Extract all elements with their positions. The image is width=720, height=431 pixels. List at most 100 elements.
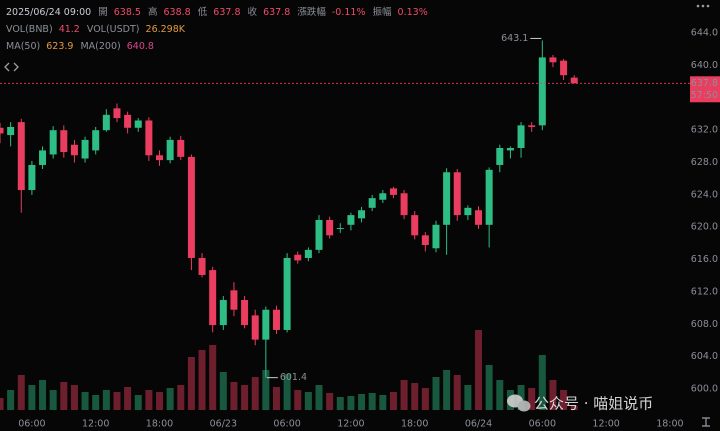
close-label: 收	[248, 6, 258, 18]
y-tick-label: 608.0	[691, 319, 718, 330]
volume-bar	[347, 396, 355, 410]
volume-bar	[389, 392, 397, 410]
candle-body	[379, 193, 387, 200]
candle-body	[506, 147, 514, 151]
candle-body	[368, 198, 376, 208]
candle-body	[145, 120, 153, 156]
more-icon[interactable]	[696, 4, 710, 8]
volume-bar	[262, 370, 270, 410]
candle-body	[7, 126, 15, 136]
volume-bar	[145, 390, 153, 410]
candle-body	[156, 155, 164, 161]
y-tick-label: 640.0	[691, 60, 718, 71]
high-label: 高	[148, 6, 158, 18]
volume-bar	[475, 330, 483, 410]
change-label: 漲跌幅	[297, 6, 326, 18]
volume-bar	[368, 393, 376, 410]
volume-bar	[0, 398, 4, 410]
ma50-label: MA(50)	[6, 41, 40, 52]
x-tick-label: 18:00	[401, 419, 428, 430]
volume-bar	[358, 394, 366, 410]
candle-body	[432, 224, 440, 249]
ma200-label: MA(200)	[80, 41, 120, 52]
low-value: 637.8	[213, 7, 240, 18]
volume-bar	[39, 380, 47, 410]
candle-body	[347, 215, 355, 225]
candle-body	[39, 150, 47, 165]
volume-bar	[70, 385, 78, 410]
candle-body	[294, 254, 302, 261]
y-tick-label: 600.0	[691, 383, 718, 394]
open-label: 開	[98, 7, 108, 18]
candle-body	[315, 219, 323, 250]
volume-bar	[156, 392, 164, 410]
candle-body	[485, 169, 493, 225]
volume-bar	[251, 377, 259, 410]
amplitude-label: 振幅	[373, 6, 393, 18]
volume-bar	[166, 388, 174, 410]
volume-bar	[538, 355, 546, 410]
volume-bar	[304, 392, 312, 410]
candle-body	[177, 139, 185, 157]
x-tick-label: 12:00	[592, 419, 619, 430]
x-tick-label: 06:00	[18, 419, 45, 430]
candle-body	[241, 300, 249, 326]
y-tick-label: 632.0	[691, 125, 718, 136]
volume-bar	[432, 377, 440, 410]
candle-body	[70, 144, 78, 156]
y-tick-label: 624.0	[691, 189, 718, 200]
ma200-value: 640.8	[127, 41, 154, 52]
volume-bar	[400, 380, 408, 410]
volume-bar	[549, 380, 557, 410]
volume-bar	[421, 388, 429, 410]
candle-body	[443, 172, 451, 225]
candle-body	[198, 257, 206, 275]
volume-bar	[315, 385, 323, 410]
volume-bar	[219, 372, 227, 410]
x-tick-label: 12:00	[82, 419, 109, 430]
header-ma: MA(50) 623.9 MA(200) 640.8	[6, 41, 154, 52]
axis-toggle-icon[interactable]	[702, 417, 710, 427]
candle-body	[304, 249, 312, 258]
candle-body	[113, 108, 121, 119]
candle-body	[60, 130, 68, 153]
collapse-icon[interactable]	[4, 62, 19, 72]
amplitude-value: 0.13%	[398, 7, 428, 18]
volume-bar	[496, 380, 504, 410]
volume-bar	[453, 375, 461, 410]
volume-bar	[272, 387, 280, 410]
high-value: 638.8	[164, 7, 191, 18]
volume-bar	[326, 393, 334, 410]
volume-bar	[60, 382, 68, 410]
x-tick-label: 06/23	[210, 419, 237, 430]
candle-body	[187, 156, 195, 258]
candle-body	[219, 300, 227, 326]
x-tick-label: 18:00	[656, 419, 683, 430]
candle-body	[0, 127, 4, 134]
volume-bar	[560, 390, 568, 410]
candle-body	[496, 147, 504, 165]
vol-bnb-value: 41.2	[59, 24, 80, 35]
y-tick-label: 612.0	[691, 286, 718, 297]
candle-body	[389, 188, 397, 195]
candle-body	[166, 139, 174, 161]
volume-bar	[379, 395, 387, 410]
candle-body	[528, 125, 536, 127]
candle-body	[570, 77, 578, 84]
x-tick-label: 12:00	[337, 419, 364, 430]
volume-bar	[113, 392, 121, 410]
volume-bar	[230, 382, 238, 410]
candle-body	[336, 228, 344, 230]
header-volume: VOL(BNB) 41.2 VOL(USDT) 26.298K	[6, 24, 186, 35]
volume-bar	[81, 392, 89, 410]
volume-bar	[49, 390, 57, 410]
current-price-tag	[690, 76, 720, 103]
x-tick-label: 06:00	[529, 419, 556, 430]
volume-bar	[134, 395, 142, 410]
x-tick-label: 06:00	[273, 419, 300, 430]
volume-bar	[443, 370, 451, 410]
current-price-label: 637.8	[691, 78, 718, 89]
y-tick-label: 628.0	[691, 157, 718, 168]
candle-body	[326, 219, 334, 236]
